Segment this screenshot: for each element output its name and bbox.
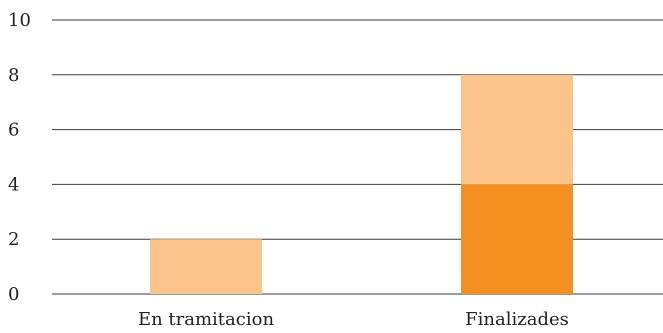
y-tick-label: 4 (8, 174, 19, 195)
y-tick-label: 10 (8, 10, 31, 31)
x-category-label: En tramitacion (138, 309, 274, 330)
bar-segment (461, 184, 573, 294)
y-tick-label: 8 (8, 65, 19, 86)
bars (150, 74, 573, 294)
y-tick-label: 0 (8, 284, 19, 305)
y-tick-label: 6 (8, 120, 19, 141)
x-axis-category-labels: En tramitacion Finalizades (138, 309, 569, 330)
y-tick-label: 2 (8, 229, 19, 250)
x-category-label: Finalizades (465, 309, 569, 330)
bar-segment (461, 74, 573, 185)
y-axis-tick-labels: 0 2 4 6 8 10 (8, 10, 31, 305)
bar-segment (150, 239, 262, 294)
